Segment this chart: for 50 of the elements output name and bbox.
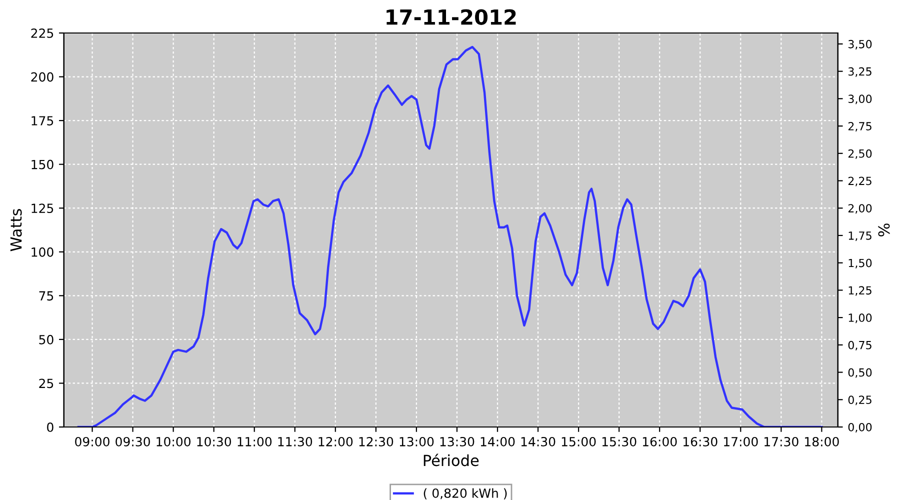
x-tick-label: 10:30: [197, 436, 232, 446]
y2-tick-label: 2,25: [848, 176, 872, 186]
y2-tick-label: 1,25: [848, 286, 872, 296]
x-tick-label: 09:00: [75, 436, 110, 446]
y2-tick-label: 0,75: [848, 340, 872, 350]
x-tick-label: 16:30: [683, 436, 718, 446]
y2-tick-label: 2,00: [848, 204, 872, 214]
y-tick-label: 0: [47, 422, 54, 432]
x-tick-label: 13:30: [440, 436, 474, 446]
x-tick-label: 14:00: [480, 436, 515, 446]
x-tick-label: 13:00: [400, 436, 434, 446]
y2-tick-label: 3,50: [848, 40, 872, 50]
chart-title: 17-11-2012: [386, 9, 516, 25]
y-tick-label: 175: [32, 116, 54, 126]
y2-tick-label: 3,25: [848, 67, 872, 77]
x-tick-label: 18:00: [805, 436, 839, 446]
x-tick-label: 12:30: [359, 436, 394, 446]
y2-tick-label: 1,00: [848, 314, 872, 324]
x-tick-label: 14:30: [521, 436, 556, 446]
y-tick-label: 50: [39, 334, 54, 344]
y2-tick-label: 2,75: [848, 122, 872, 132]
x-tick-label: 09:30: [116, 436, 150, 446]
y-tick-label: 225: [31, 28, 54, 38]
y2-tick-label: 1,75: [848, 232, 872, 241]
y-tick-label: 125: [32, 204, 54, 214]
legend-label: ( 0,820 kWh ): [424, 488, 507, 500]
x-tick-label: 15:00: [562, 436, 596, 446]
x-tick-label: 10:00: [156, 436, 190, 446]
x-tick-label: 15:30: [602, 436, 636, 446]
x-tick-label: 12:00: [318, 436, 353, 446]
x-tick-label: 16:00: [642, 436, 677, 446]
y-tick-label: 75: [39, 291, 54, 301]
x-tick-label: 11:00: [238, 436, 272, 446]
x-tick-label: 17:00: [724, 436, 758, 446]
y-tick-label: 100: [32, 247, 54, 257]
x-tick-label: 11:30: [278, 436, 312, 446]
x-tick-label: 17:30: [764, 436, 798, 446]
line-series: [77, 46, 823, 427]
y2-axis-title: %: [878, 224, 890, 236]
y-tick-label: 150: [32, 160, 54, 170]
y2-tick-label: 0,25: [848, 396, 872, 406]
y2-tick-label: 0,50: [848, 368, 872, 378]
y-tick-label: 200: [31, 72, 54, 82]
y2-tick-label: 3,00: [848, 94, 872, 104]
y2-tick-label: 1,50: [848, 258, 872, 268]
y-tick-label: 25: [39, 378, 54, 388]
x-axis-title: Période: [424, 454, 479, 466]
y2-tick-label: 2,50: [848, 149, 872, 159]
y2-tick-label: 0,00: [848, 422, 872, 433]
y-axis-title: Watts: [10, 209, 22, 252]
